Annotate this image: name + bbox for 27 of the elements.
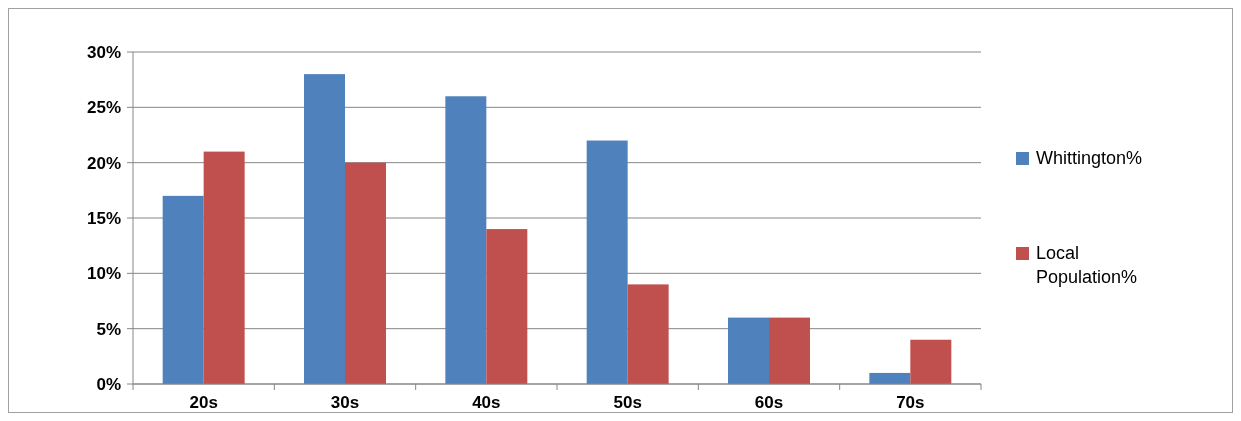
y-tick-label: 5% <box>96 319 121 339</box>
x-tick-label: 70s <box>896 393 925 412</box>
bar <box>203 151 245 384</box>
x-tick-label: 50s <box>613 393 642 412</box>
y-tick-label: 15% <box>86 208 121 228</box>
x-tick-label: 40s <box>472 393 501 412</box>
bar <box>869 372 911 384</box>
bar <box>627 284 669 384</box>
x-tick-label: 30s <box>330 393 360 412</box>
bar <box>769 317 810 384</box>
bar <box>445 96 487 384</box>
y-tick-label: 20% <box>86 153 121 173</box>
x-tick-label: 60s <box>754 393 784 412</box>
bar <box>486 229 528 384</box>
y-tick-label: 25% <box>86 98 121 118</box>
x-tick-label: 20s <box>189 393 218 412</box>
legend-label: Whittington% <box>1036 148 1143 169</box>
y-tick-label: 0% <box>96 374 121 394</box>
y-tick-label: 30% <box>86 42 121 62</box>
bar <box>910 339 952 384</box>
bar <box>345 162 386 384</box>
y-tick-label: 10% <box>86 264 121 284</box>
bar <box>728 317 769 384</box>
bar <box>304 74 345 384</box>
legend-label: Local Population% <box>1036 243 1138 287</box>
bar <box>586 140 628 384</box>
bar <box>162 195 204 384</box>
